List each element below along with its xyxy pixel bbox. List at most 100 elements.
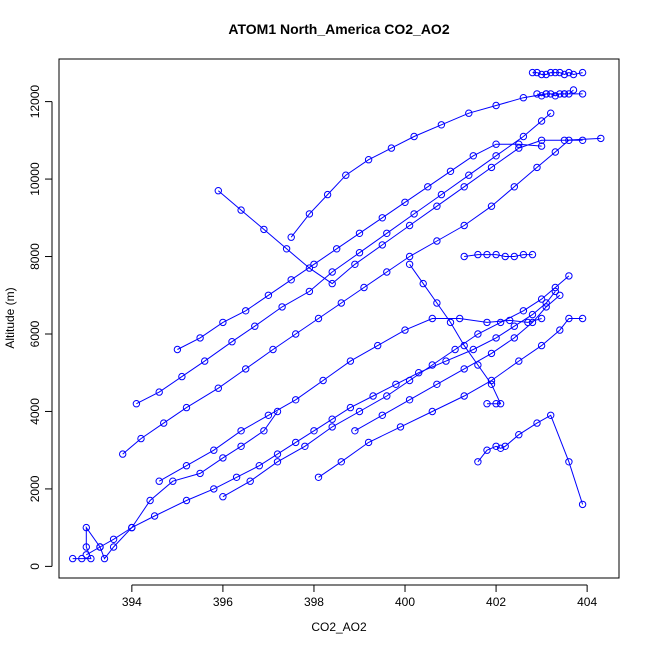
- data-point: [155, 477, 163, 485]
- data-point: [287, 233, 295, 241]
- data-point: [537, 314, 546, 323]
- data-point: [301, 442, 309, 450]
- series-profile: [82, 287, 559, 559]
- series-line: [477, 414, 584, 505]
- data-point: [446, 318, 455, 327]
- data-point: [82, 551, 91, 559]
- data-point: [351, 427, 359, 435]
- data-point: [364, 156, 373, 164]
- data-point: [578, 500, 587, 509]
- data-point: [492, 250, 500, 259]
- data-point: [383, 229, 391, 238]
- data-point: [333, 245, 341, 253]
- data-point: [487, 349, 496, 358]
- data-point: [456, 314, 464, 323]
- y-tick-label: 2000: [28, 475, 42, 502]
- data-point: [515, 431, 523, 439]
- data-point: [556, 68, 564, 77]
- data-point: [542, 303, 550, 311]
- data-point: [465, 171, 473, 179]
- data-point: [201, 357, 209, 365]
- data-point: [460, 365, 468, 373]
- data-point: [501, 442, 509, 450]
- data-point: [565, 90, 573, 98]
- data-point: [519, 132, 528, 141]
- data-point: [132, 400, 141, 408]
- data-point: [232, 473, 241, 481]
- data-point: [405, 252, 414, 261]
- data-point: [419, 279, 427, 288]
- data-point: [378, 241, 386, 249]
- data-point: [537, 70, 546, 79]
- data-point: [496, 400, 505, 408]
- data-point: [314, 473, 323, 481]
- data-point: [155, 388, 163, 396]
- data-point: [287, 276, 295, 284]
- data-point: [396, 423, 405, 431]
- data-point: [487, 163, 496, 172]
- data-point: [269, 345, 277, 354]
- data-point: [533, 419, 541, 427]
- y-tick-label: 12000: [28, 85, 42, 119]
- data-point: [383, 268, 391, 276]
- data-point: [565, 68, 573, 77]
- data-point: [82, 523, 91, 532]
- data-point: [597, 134, 605, 143]
- data-point: [210, 485, 218, 493]
- data-point: [260, 225, 268, 234]
- data-point: [524, 318, 532, 327]
- data-point: [214, 384, 223, 392]
- data-point: [328, 423, 336, 431]
- x-tick-label: 396: [213, 595, 233, 609]
- data-point: [137, 434, 145, 443]
- data-point: [474, 330, 482, 338]
- data-point: [410, 210, 418, 218]
- y-tick-label: 8000: [28, 243, 42, 270]
- series-line: [409, 264, 502, 405]
- data-point: [565, 314, 573, 323]
- data-point: [578, 314, 587, 323]
- data-point: [537, 92, 546, 100]
- data-point: [305, 287, 314, 296]
- data-point: [242, 307, 250, 315]
- data-point: [510, 183, 518, 191]
- data-point: [542, 70, 550, 79]
- data-point: [537, 295, 546, 303]
- data-point: [150, 512, 159, 520]
- data-point: [510, 322, 518, 330]
- data-point: [515, 144, 523, 152]
- data-point: [460, 252, 468, 261]
- data-point: [501, 252, 509, 261]
- data-point: [510, 252, 518, 261]
- y-tick-label: 10000: [28, 162, 42, 196]
- data-point: [314, 314, 323, 323]
- data-point: [437, 190, 446, 199]
- y-axis: 0 2000 4000 6000 8000 10000 12000: [28, 85, 53, 570]
- data-point: [305, 264, 314, 272]
- data-point: [219, 493, 227, 501]
- data-point: [319, 376, 327, 385]
- x-tick-label: 394: [122, 595, 142, 609]
- data-point: [255, 462, 263, 470]
- data-point: [492, 152, 500, 160]
- data-point: [560, 136, 569, 145]
- data-point: [96, 543, 104, 551]
- data-point: [328, 279, 336, 288]
- data-point: [537, 142, 546, 150]
- data-point: [433, 202, 441, 210]
- series-profile: [155, 314, 546, 485]
- data-point: [182, 403, 191, 412]
- data-point: [460, 392, 468, 400]
- data-point: [537, 117, 546, 125]
- data-point: [378, 214, 386, 222]
- data-point: [355, 249, 364, 257]
- series-profile: [533, 86, 578, 100]
- series-line: [222, 275, 570, 498]
- data-point: [560, 70, 569, 79]
- data-point: [360, 283, 368, 292]
- data-point: [424, 183, 432, 191]
- series-profile: [474, 411, 587, 509]
- data-point: [537, 341, 546, 350]
- data-point: [109, 535, 118, 543]
- data-point: [383, 392, 391, 400]
